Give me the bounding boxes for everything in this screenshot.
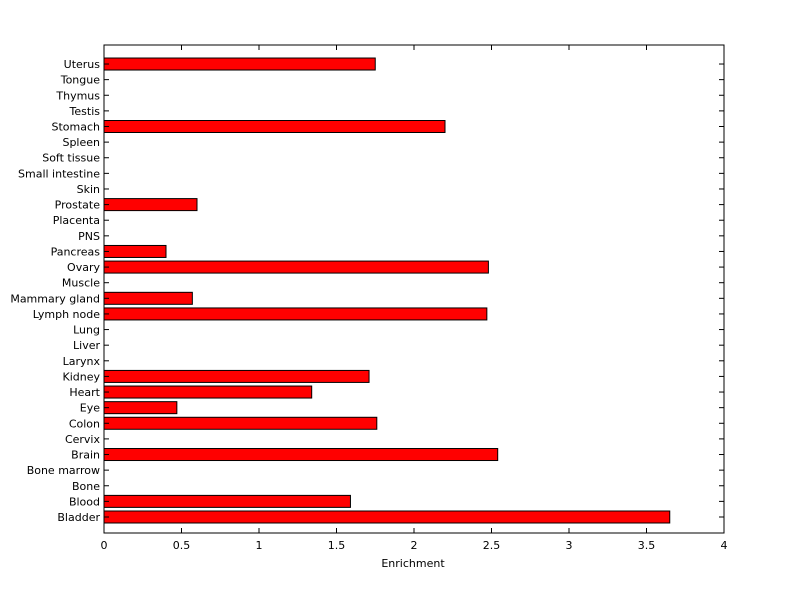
y-tick-label: Muscle [62, 277, 100, 290]
bar-brain [103, 448, 499, 462]
y-tick-label: Uterus [64, 58, 101, 71]
y-tick-label: Skin [77, 183, 100, 196]
x-tick-label: 0 [101, 539, 108, 552]
y-tick-label: Kidney [62, 370, 100, 383]
bar-heart [103, 385, 313, 399]
bar-mammary-gland [103, 291, 193, 305]
bar-colon [103, 416, 378, 430]
y-tick-label: Bone [72, 480, 100, 493]
x-tick-label: 2 [411, 539, 418, 552]
y-tick-label: Stomach [51, 121, 100, 134]
y-tick-label: Soft tissue [42, 152, 100, 165]
y-tick-label: Testis [69, 105, 101, 118]
bar-prostate [103, 198, 198, 212]
bar-bladder [103, 510, 671, 524]
x-tick-label: 4 [721, 539, 728, 552]
bar-ovary [103, 260, 489, 274]
y-tick-label: Cervix [65, 433, 101, 446]
bar-eye [103, 401, 178, 415]
x-tick-label: 0.5 [173, 539, 191, 552]
y-tick-label: PNS [78, 230, 100, 243]
y-tick-label: Small intestine [18, 167, 100, 180]
y-tick-label: Prostate [55, 199, 101, 212]
x-tick-label: 3 [566, 539, 573, 552]
x-tick-label: 1 [256, 539, 263, 552]
y-tick-label: Placenta [53, 214, 100, 227]
x-tick-label: 1.5 [328, 539, 346, 552]
y-tick-label: Eye [80, 402, 100, 415]
bar-lymph-node [103, 307, 488, 321]
y-tick-label: Liver [73, 339, 100, 352]
y-ticks: Bladder Blood Bone Bone marrow Brain Cervix Co… [10, 58, 724, 524]
bar-kidney [103, 369, 370, 383]
y-tick-label: Colon [69, 417, 100, 430]
y-tick-label: Thymus [55, 89, 100, 102]
bars-group [103, 57, 671, 524]
y-tick-label: Lung [73, 324, 100, 337]
bar-stomach [103, 120, 446, 133]
y-tick-label: Lymph node [33, 308, 100, 321]
x-tick-label: 3.5 [638, 539, 656, 552]
bar-blood [103, 494, 351, 508]
y-tick-label: Brain [71, 449, 100, 462]
bar-pancreas [103, 244, 167, 258]
y-tick-label: Spleen [62, 136, 100, 149]
x-ticks: 0 0.5 1 1.5 2 2.5 3 3.5 4 [101, 45, 728, 552]
x-axis-label: Enrichment [381, 557, 445, 570]
y-tick-label: Blood [69, 495, 100, 508]
y-tick-label: Pancreas [51, 245, 101, 258]
y-tick-label: Heart [69, 386, 100, 399]
y-tick-label: Bone marrow [27, 464, 100, 477]
y-tick-label: Ovary [67, 261, 100, 274]
x-tick-label: 2.5 [483, 539, 501, 552]
y-tick-label: Mammary gland [10, 292, 100, 305]
y-tick-label: Larynx [63, 355, 101, 368]
bar-uterus [103, 57, 376, 71]
y-tick-label: Tongue [60, 74, 101, 87]
y-tick-label: Bladder [57, 511, 100, 524]
